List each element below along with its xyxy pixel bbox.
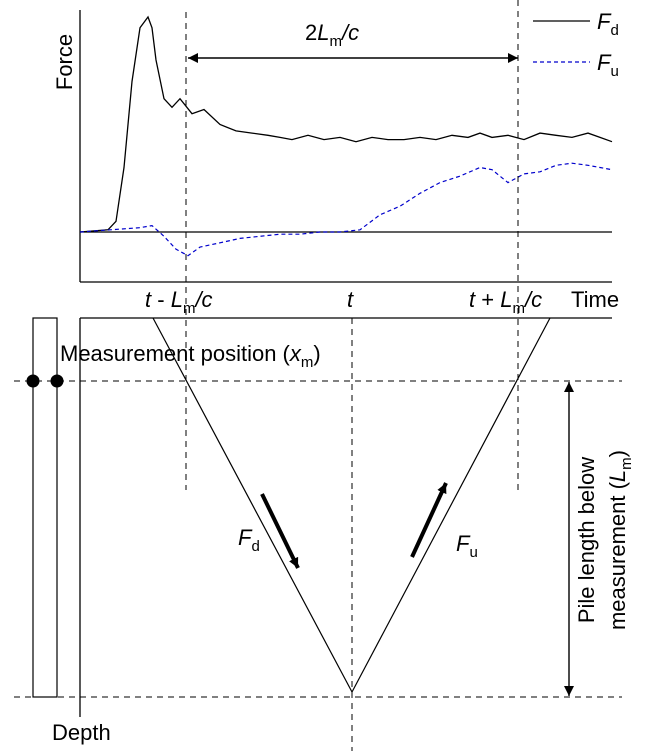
sensor-right: [50, 374, 64, 388]
measurement-position-label: Measurement position (xm): [60, 341, 321, 371]
y-axis-label: Force: [52, 34, 77, 90]
tick-t: t: [347, 287, 354, 312]
pile-diagram: Measurement position (xm) Depth Fd Fu Pi…: [26, 317, 635, 745]
upward-wave-path: [351, 317, 551, 693]
tick-t-minus: t - Lm/c: [145, 287, 213, 317]
fu-direction-arrow: [410, 482, 448, 558]
tick-t-plus: t + Lm/c: [469, 287, 542, 317]
fu-wave-label: Fu: [456, 531, 478, 561]
fu-curve: [79, 162, 613, 257]
fd-curve: [79, 15, 613, 233]
downward-wave-path: [152, 317, 353, 693]
x-axis-label: Time: [571, 287, 619, 312]
depth-label: Depth: [52, 720, 111, 745]
fd-direction-arrow: [260, 493, 300, 569]
pile-length-label-2: measurement (Lm): [605, 450, 635, 630]
dashed-guides: [14, 0, 622, 751]
sensor-left: [26, 374, 40, 388]
legend-fd-label: Fd: [597, 9, 619, 39]
legend: Fd Fu: [533, 9, 619, 80]
pile: [32, 317, 58, 698]
fd-wave-label: Fd: [238, 525, 260, 555]
span-label: 2Lm/c: [305, 20, 359, 50]
force-time-plot: Force Fd Fu 2Lm/c t - Lm/c t t + Lm/c Ti…: [52, 9, 619, 317]
legend-fu-label: Fu: [597, 50, 619, 80]
pile-length-label: Pile length below: [574, 457, 599, 623]
